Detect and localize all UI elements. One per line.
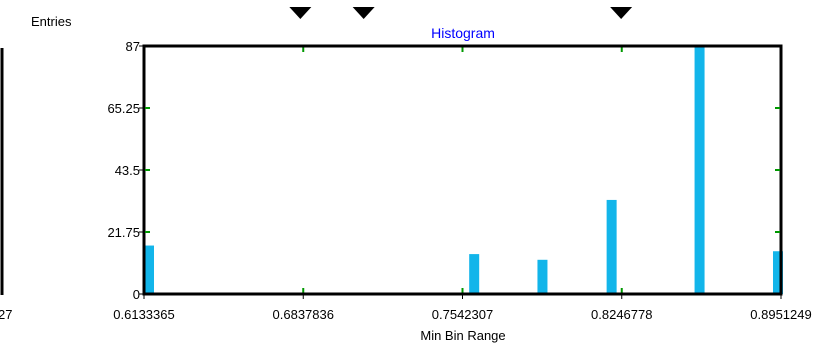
x-tick-label: 0.8951249 — [750, 307, 811, 322]
range-markers — [289, 7, 633, 19]
y-tick-label: 43.5 — [115, 163, 140, 178]
left-panel-fragment: 27 — [0, 48, 12, 322]
range-marker-icon — [289, 7, 312, 19]
x-tick-label: 0.6133365 — [113, 307, 174, 322]
x-axis-label: Min Bin Range — [420, 328, 505, 343]
left-panel-tick-label: 27 — [0, 307, 12, 322]
y-tick-label: 21.75 — [107, 225, 140, 240]
histogram-bar — [537, 259, 548, 294]
y-tick-label: 0 — [133, 287, 140, 302]
y-axis-ticks: 0 21.75 43.5 65.25 87 — [107, 39, 780, 302]
x-tick-label: 0.8246778 — [591, 307, 652, 322]
plot-frame — [142, 44, 783, 296]
x-tick-label: 0.7542307 — [432, 307, 493, 322]
x-axis-ticks: 0.6133365 0.6837836 0.7542307 0.8246778 0.89… — [113, 294, 812, 322]
histogram-bar — [469, 254, 480, 294]
histogram-bar — [606, 199, 617, 294]
histogram-bar — [773, 251, 783, 294]
range-marker-icon — [610, 7, 633, 19]
histogram-bar — [694, 46, 705, 294]
histogram-bars — [144, 46, 783, 294]
range-marker-icon — [352, 7, 375, 19]
y-tick-label: 65.25 — [107, 101, 140, 116]
y-tick-label: 87 — [126, 39, 140, 54]
x-tick-label: 0.6837836 — [273, 307, 334, 322]
histogram-bar — [144, 245, 154, 294]
chart-title: Histogram — [431, 25, 495, 41]
y-axis-label: Entries — [31, 14, 72, 29]
inner-tick-marks — [302, 47, 623, 293]
